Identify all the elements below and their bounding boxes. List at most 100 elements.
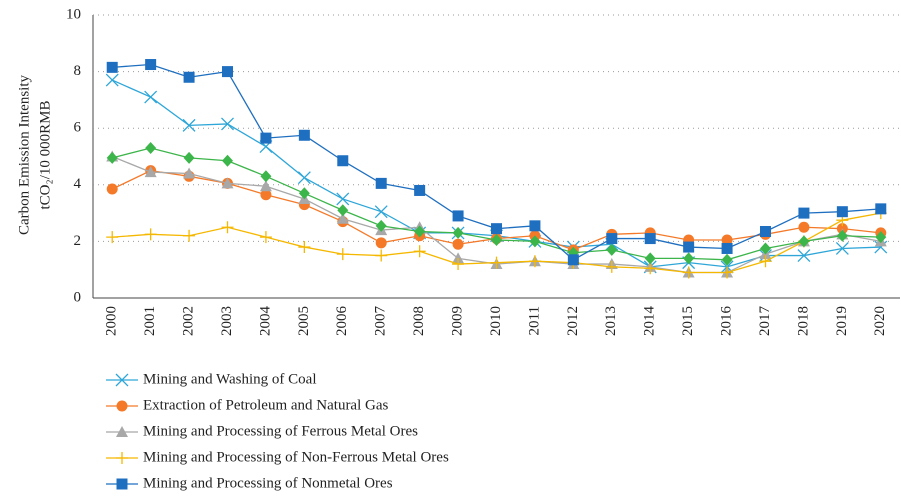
- x-tick-label: 2017: [757, 306, 773, 337]
- data-point: [414, 184, 426, 196]
- data-point: [106, 151, 118, 164]
- x-tick-label: 2013: [603, 306, 619, 336]
- data-point: [413, 245, 426, 258]
- y-axis-label: Carbon Emission Intensity: [16, 75, 32, 235]
- data-point: [644, 233, 656, 245]
- y-tick-label: 4: [74, 176, 82, 192]
- data-point: [183, 167, 196, 179]
- data-point: [721, 242, 733, 254]
- data-point: [721, 234, 733, 246]
- x-tick-label: 2020: [872, 306, 888, 336]
- x-tick-label: 2002: [181, 306, 197, 336]
- data-point: [106, 183, 118, 195]
- legend-label: Extraction of Petroleum and Natural Gas: [143, 397, 389, 413]
- data-point: [336, 212, 349, 224]
- data-point: [682, 266, 695, 279]
- data-point: [375, 249, 388, 262]
- data-point: [144, 228, 157, 241]
- data-point: [336, 192, 350, 206]
- legend-marker: [116, 400, 128, 412]
- data-point: [222, 66, 233, 78]
- data-point: [721, 266, 734, 279]
- data-point: [375, 177, 387, 189]
- data-point: [528, 255, 541, 268]
- data-point: [222, 154, 233, 167]
- data-point: [875, 203, 887, 215]
- data-point: [452, 238, 464, 250]
- data-point: [297, 171, 311, 185]
- data-point: [452, 258, 465, 271]
- data-point: [452, 226, 464, 239]
- legend-marker: [115, 373, 129, 387]
- data-point: [606, 233, 618, 245]
- x-tick-label: 2001: [142, 306, 158, 336]
- data-point: [452, 252, 465, 264]
- data-point: [529, 235, 541, 248]
- data-point: [835, 242, 849, 255]
- data-point: [375, 237, 387, 249]
- x-tick-label: 2006: [334, 306, 350, 337]
- data-point: [491, 233, 502, 246]
- data-point: [605, 260, 618, 273]
- data-point: [145, 59, 157, 71]
- y-tick-label: 2: [74, 233, 82, 249]
- data-point: [875, 231, 887, 244]
- data-point: [374, 205, 388, 219]
- x-tick-label: 2018: [795, 306, 811, 336]
- data-point: [260, 170, 272, 183]
- x-tick-label: 2016: [719, 306, 735, 337]
- data-point: [337, 204, 349, 217]
- data-point: [183, 151, 195, 164]
- data-point: [452, 210, 464, 222]
- x-tick-label: 2014: [642, 306, 658, 337]
- data-point: [606, 243, 618, 256]
- data-point: [375, 219, 387, 232]
- data-point: [106, 61, 118, 73]
- legend-label: Mining and Processing of Ferrous Metal O…: [143, 423, 418, 439]
- y-tick-label: 10: [66, 6, 81, 22]
- data-point: [490, 256, 503, 269]
- data-point: [760, 225, 771, 237]
- data-point: [721, 253, 733, 266]
- y-tick-label: 0: [74, 289, 82, 305]
- legend-label: Mining and Washing of Coal: [143, 371, 317, 387]
- data-point: [759, 255, 772, 268]
- data-point: [336, 248, 349, 261]
- data-point: [298, 187, 310, 200]
- data-point: [298, 241, 311, 254]
- x-tick-label: 2019: [834, 306, 850, 336]
- data-point: [798, 207, 810, 219]
- x-tick-label: 2012: [565, 306, 581, 336]
- x-tick-label: 2010: [488, 306, 504, 336]
- data-point: [259, 231, 272, 244]
- data-point: [836, 206, 848, 218]
- data-point: [144, 90, 158, 104]
- legend-marker: [116, 452, 128, 464]
- data-point: [683, 252, 695, 265]
- data-point: [260, 189, 272, 201]
- data-point: [298, 129, 310, 141]
- x-tick-label: 2011: [526, 306, 542, 335]
- x-tick-label: 2000: [104, 306, 120, 336]
- data-point: [259, 180, 272, 192]
- data-point: [260, 132, 272, 144]
- y-tick-label: 8: [74, 63, 82, 79]
- data-point: [106, 231, 119, 244]
- data-point: [798, 235, 810, 248]
- x-tick-label: 2005: [296, 306, 312, 336]
- data-point: [683, 241, 695, 253]
- data-point: [836, 229, 848, 242]
- legend-marker: [116, 426, 128, 437]
- y-axis-label: tCO₂/10 000RMB: [37, 101, 53, 210]
- data-point: [760, 242, 771, 255]
- x-tick-label: 2008: [411, 306, 427, 336]
- data-point: [105, 73, 119, 87]
- data-point: [221, 177, 234, 189]
- data-point: [221, 221, 234, 234]
- legend-label: Mining and Processing of Nonmetal Ores: [143, 475, 393, 491]
- data-point: [644, 252, 656, 265]
- legend-label: Mining and Processing of Non-Ferrous Met…: [143, 449, 449, 465]
- x-tick-label: 2009: [450, 306, 466, 336]
- data-point: [183, 229, 196, 242]
